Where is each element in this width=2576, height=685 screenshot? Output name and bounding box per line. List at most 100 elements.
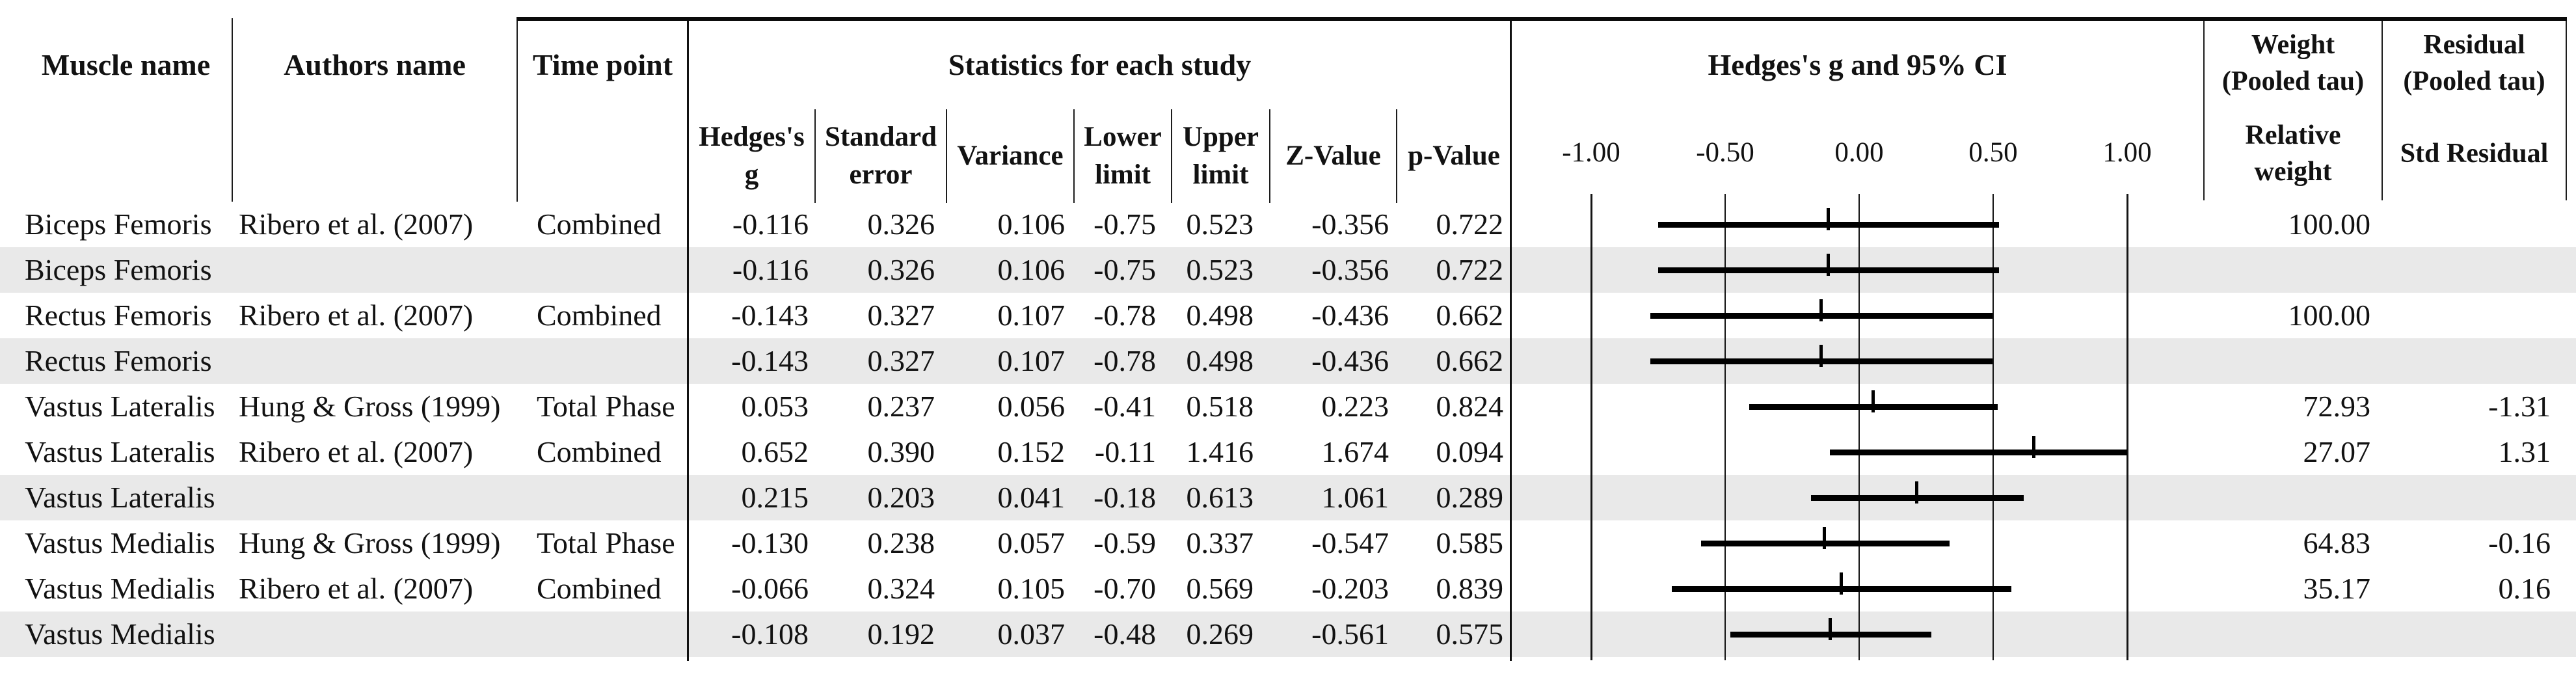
muscle-cell: Biceps Femoris <box>25 253 212 286</box>
point-estimate-tick <box>1915 481 1919 504</box>
border-weight-residual <box>2381 20 2383 200</box>
upper-limit-header-line2: limit <box>1192 159 1249 190</box>
variance-header: Variance <box>946 111 1074 202</box>
row-stripe <box>0 475 2576 520</box>
p-value-header: p-Value <box>1397 111 1511 202</box>
standard-error-cell: 0.326 <box>867 208 935 241</box>
std-residual-header-line1: Std Residual <box>2400 139 2549 168</box>
time-point-header: Time point <box>532 48 673 81</box>
hedges-g-cell: -0.116 <box>732 253 809 286</box>
axis-tick-label: -0.50 <box>1696 137 1754 168</box>
standard-error-cell: 0.327 <box>867 344 935 377</box>
variance-cell: 0.107 <box>997 344 1066 377</box>
std-residual-cell: 0.16 <box>2498 572 2551 605</box>
axis-tick-label: 1.00 <box>2102 137 2152 168</box>
hedges-g-cell: -0.116 <box>732 208 809 241</box>
forest-gridline <box>1858 194 1860 660</box>
z-value-cell: 1.674 <box>1321 435 1389 468</box>
variance-cell: 0.057 <box>997 526 1066 559</box>
table-row: Biceps Femoris Ribero et al. (2007) Combin… <box>0 202 2576 247</box>
std-residual-header: Std Residual <box>2382 114 2566 193</box>
row-stripe <box>0 338 2576 384</box>
hedges-g-cell: -0.108 <box>731 617 809 651</box>
relative-weight-cell: 100.00 <box>2288 208 2371 241</box>
row-stripe <box>0 611 2576 657</box>
statistics-group-header: Statistics for each study <box>948 48 1252 81</box>
variance-cell: 0.105 <box>997 572 1066 605</box>
p-value-cell: 0.094 <box>1436 435 1504 468</box>
muscle-cell: Rectus Femoris <box>25 299 212 332</box>
standard-error-cell: 0.324 <box>867 572 935 605</box>
border-muscle-authors <box>232 18 233 202</box>
hedges-g-header-line2: g <box>744 159 759 190</box>
forest-gridline <box>2126 194 2128 660</box>
z-value-cell: 0.223 <box>1321 390 1389 423</box>
muscle-cell: Vastus Lateralis <box>25 390 215 423</box>
hedges-g-cell: -0.130 <box>731 526 809 559</box>
relative-weight-header-line2: weight <box>2254 157 2332 187</box>
p-value-cell: 0.585 <box>1436 526 1504 559</box>
table-row: Biceps Femoris -0.116 0.326 0.106 -0.75 0.523… <box>0 247 2576 293</box>
time-point-cell: Combined <box>537 299 662 332</box>
standard-error-header-line2: error <box>849 159 913 190</box>
forest-gridline <box>1992 194 1994 660</box>
table-row: Vastus Lateralis 0.215 0.203 0.041 -0.18 0.61… <box>0 475 2576 520</box>
p-value-header-line1: p-Value <box>1408 141 1500 171</box>
upper-limit-cell: 0.523 <box>1186 253 1254 286</box>
standard-error-cell: 0.238 <box>867 526 935 559</box>
muscle-name-header: Muscle name <box>41 48 211 81</box>
lower-limit-cell: -0.11 <box>1094 435 1156 468</box>
muscle-cell: Vastus Medialis <box>25 572 215 605</box>
weight-header-line1: Weight <box>2251 30 2335 60</box>
standard-error-header-line1: Standard <box>824 122 937 152</box>
row-stripe <box>0 247 2576 293</box>
p-value-cell: 0.839 <box>1436 572 1504 605</box>
upper-limit-cell: 1.416 <box>1186 435 1254 468</box>
lower-limit-cell: -0.48 <box>1093 617 1156 651</box>
table-row: Vastus Lateralis Ribero et al. (2007) Comb… <box>0 429 2576 475</box>
variance-cell: 0.106 <box>997 253 1066 286</box>
standard-error-cell: 0.203 <box>867 481 935 514</box>
z-value-cell: -0.356 <box>1311 253 1389 286</box>
upper-limit-header: Upper limit <box>1172 111 1270 202</box>
std-residual-cell: -1.31 <box>2488 390 2551 423</box>
upper-limit-cell: 0.523 <box>1186 208 1254 241</box>
lower-limit-cell: -0.75 <box>1093 208 1156 241</box>
z-value-cell: 1.061 <box>1321 481 1389 514</box>
z-value-cell: -0.547 <box>1311 526 1389 559</box>
residual-header: Residual (Pooled tau) <box>2382 25 2566 101</box>
point-estimate-tick <box>1819 345 1823 367</box>
p-value-cell: 0.289 <box>1436 481 1504 514</box>
upper-limit-cell: 0.518 <box>1186 390 1254 423</box>
border-authors-time <box>517 18 518 202</box>
lower-limit-cell: -0.75 <box>1093 253 1156 286</box>
p-value-cell: 0.662 <box>1436 299 1504 332</box>
border-stats-forest <box>1510 18 1512 661</box>
forest-gridline <box>1590 194 1592 660</box>
time-point-cell: Total Phase <box>537 526 675 559</box>
border-lower-upper <box>1171 109 1172 203</box>
time-point-cell: Combined <box>537 572 662 605</box>
relative-weight-header-line1: Relative <box>2245 120 2341 150</box>
authors-name-header: Authors name <box>284 48 466 81</box>
table-row: Vastus Lateralis Hung & Gross (1999) Total… <box>0 384 2576 429</box>
upper-limit-cell: 0.269 <box>1186 617 1254 651</box>
table-row: Vastus Medialis Hung & Gross (1999) Total … <box>0 520 2576 566</box>
lower-limit-cell: -0.18 <box>1093 481 1156 514</box>
border-forest-weight <box>2203 20 2205 200</box>
z-value-cell: -0.203 <box>1311 572 1389 605</box>
table-row: Rectus Femoris Ribero et al. (2007) Combin… <box>0 293 2576 338</box>
z-value-cell: -0.436 <box>1311 299 1389 332</box>
upper-limit-header-line1: Upper <box>1182 122 1259 152</box>
table-row: Vastus Medialis -0.108 0.192 0.037 -0.48 0.26… <box>0 611 2576 657</box>
point-estimate-tick <box>1872 390 1875 412</box>
muscle-cell: Vastus Medialis <box>25 526 215 559</box>
z-value-cell: -0.436 <box>1311 344 1389 377</box>
weight-header: Weight (Pooled tau) <box>2204 25 2382 101</box>
authors-cell: Ribero et al. (2007) <box>239 435 474 468</box>
point-estimate-tick <box>1826 208 1830 230</box>
upper-limit-cell: 0.498 <box>1186 299 1254 332</box>
point-estimate-tick <box>2032 436 2036 458</box>
z-value-cell: -0.561 <box>1311 617 1389 651</box>
border-right-edge <box>2566 20 2567 200</box>
